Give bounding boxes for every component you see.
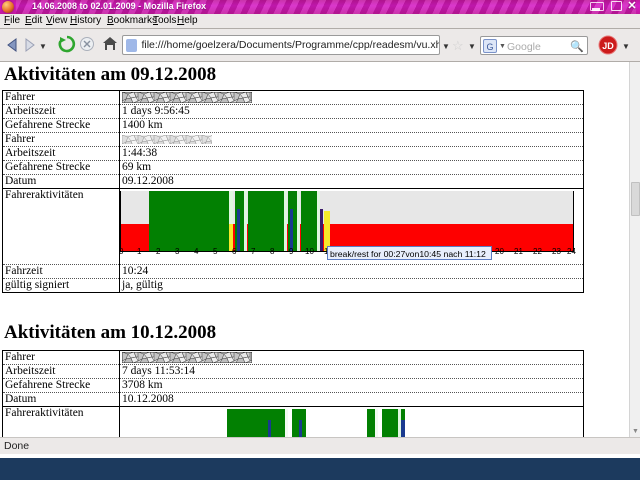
svg-text:JD: JD [602, 41, 614, 51]
